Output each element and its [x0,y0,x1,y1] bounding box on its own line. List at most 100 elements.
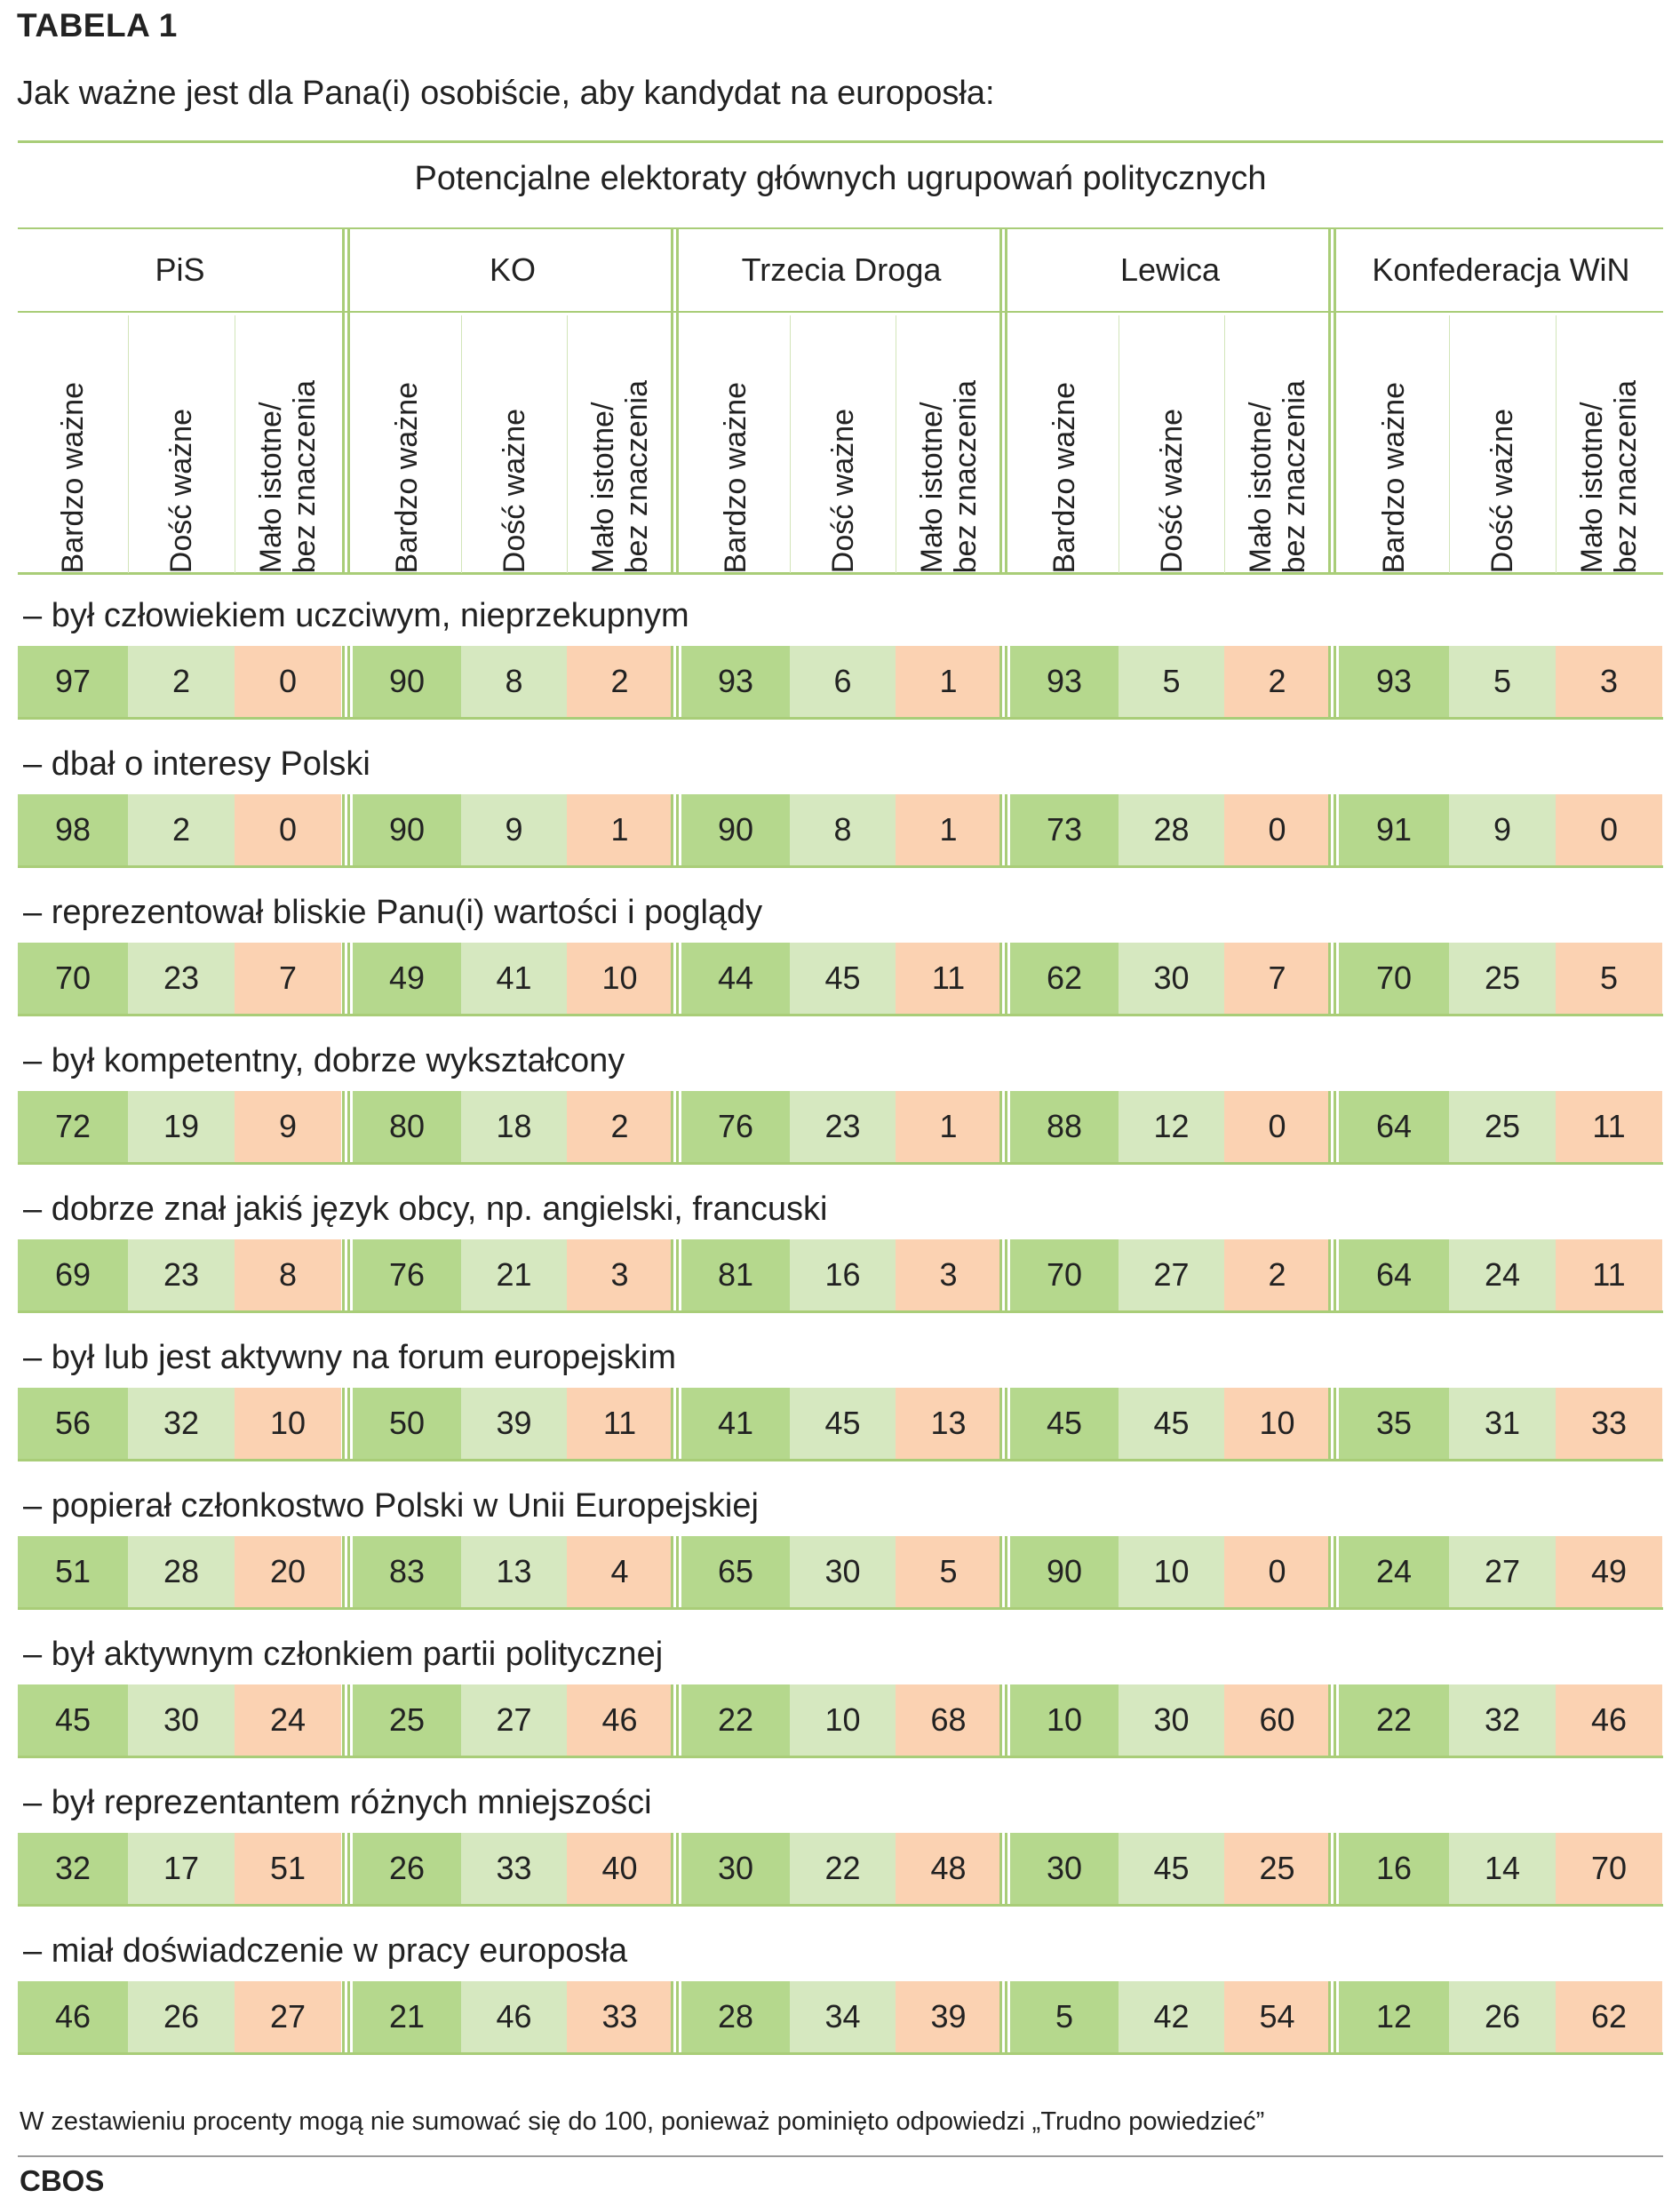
value-cell-trzecia-droga-bardzo-wazne: 44 [681,943,790,1014]
group-separator [347,1833,350,1904]
value-cell-konfederacja-win-dosc-wazne: 32 [1449,1684,1556,1756]
value-cell-ko-bardzo-wazne: 90 [353,646,461,717]
group-separator [1328,1239,1331,1310]
value-cell-pis-dosc-wazne: 2 [128,646,235,717]
subcolumn-divider [1556,315,1557,573]
group-separator [1334,1684,1336,1756]
value-cell-ko-bardzo-wazne: 90 [353,794,461,865]
column-header-label: Dość ważne [164,408,198,573]
value-cell-pis-malo-istotne: 7 [235,943,341,1014]
value-cell-ko-malo-istotne: 11 [567,1388,673,1459]
row-label: – miał doświadczenie w pracy europosła [23,1932,628,1970]
group-separator [671,1388,673,1459]
value-cell-konfederacja-win-dosc-wazne: 26 [1449,1981,1556,2052]
value-cell-trzecia-droga-bardzo-wazne: 41 [681,1388,790,1459]
group-separator [671,1239,673,1310]
value-cell-pis-bardzo-wazne: 98 [18,794,128,865]
row-rule [18,1310,1663,1313]
value-cell-lewica-bardzo-wazne: 62 [1010,943,1119,1014]
group-separator [999,229,1002,574]
group-separator [1334,1388,1336,1459]
value-cell-trzecia-droga-malo-istotne: 5 [896,1536,1001,1607]
group-separator [1005,1536,1007,1607]
value-cell-ko-dosc-wazne: 18 [461,1091,567,1162]
value-cell-pis-dosc-wazne: 23 [128,943,235,1014]
group-separator [676,943,679,1014]
value-cell-lewica-dosc-wazne: 27 [1119,1239,1224,1310]
column-header-label: Dość ważne [825,408,860,573]
group-separator [1328,1388,1331,1459]
value-cell-lewica-bardzo-wazne: 5 [1010,1981,1119,2052]
value-cell-konfederacja-win-dosc-wazne: 24 [1449,1239,1556,1310]
group-separator [999,1833,1002,1904]
value-cell-lewica-dosc-wazne: 30 [1119,943,1224,1014]
group-separator [342,1536,345,1607]
value-cell-trzecia-droga-bardzo-wazne: 93 [681,646,790,717]
party-header-pis: PiS [155,251,205,288]
value-cell-pis-dosc-wazne: 17 [128,1833,235,1904]
value-cell-pis-bardzo-wazne: 45 [18,1684,128,1756]
value-cell-lewica-dosc-wazne: 28 [1119,794,1224,865]
group-separator [671,1091,673,1162]
value-cell-trzecia-droga-bardzo-wazne: 90 [681,794,790,865]
group-separator [342,943,345,1014]
party-header-konfederacja-win: Konfederacja WiN [1372,251,1630,288]
value-cell-pis-bardzo-wazne: 32 [18,1833,128,1904]
column-header-konfederacja-win-bardzo-wazne: Bardzo ważne [1339,315,1449,573]
value-cell-ko-bardzo-wazne: 80 [353,1091,461,1162]
value-cell-lewica-bardzo-wazne: 93 [1010,646,1119,717]
value-cell-trzecia-droga-bardzo-wazne: 65 [681,1536,790,1607]
value-cell-pis-bardzo-wazne: 69 [18,1239,128,1310]
value-cell-lewica-dosc-wazne: 30 [1119,1684,1224,1756]
row-label: – reprezentował bliskie Panu(i) wartości… [23,894,763,931]
top-rule [18,140,1663,143]
value-cell-ko-dosc-wazne: 27 [461,1684,567,1756]
group-separator [999,1091,1002,1162]
value-cell-trzecia-droga-dosc-wazne: 34 [790,1981,896,2052]
value-cell-ko-malo-istotne: 33 [567,1981,673,2052]
value-cell-trzecia-droga-dosc-wazne: 22 [790,1833,896,1904]
value-cell-pis-malo-istotne: 27 [235,1981,341,2052]
group-separator [1328,229,1331,574]
value-cell-lewica-dosc-wazne: 12 [1119,1091,1224,1162]
group-separator [676,794,679,865]
value-cell-konfederacja-win-malo-istotne: 49 [1556,1536,1662,1607]
subcolumn-divider [1224,315,1225,573]
column-header-label: Bardzo ważne [719,381,752,573]
group-separator [671,646,673,717]
group-separator [1005,1388,1007,1459]
column-header-rule [18,572,1663,575]
value-cell-konfederacja-win-bardzo-wazne: 35 [1339,1388,1449,1459]
value-cell-konfederacja-win-malo-istotne: 5 [1556,943,1662,1014]
value-cell-ko-malo-istotne: 46 [567,1684,673,1756]
column-header-lewica-malo-istotne: Mało istotne/ bez znaczenia [1224,315,1330,573]
group-separator [676,1091,679,1162]
value-cell-konfederacja-win-malo-istotne: 46 [1556,1684,1662,1756]
column-header-konfederacja-win-dosc-wazne: Dość ważne [1449,315,1556,573]
row-label: – był kompetentny, dobrze wykształcony [23,1042,625,1079]
value-cell-trzecia-droga-dosc-wazne: 45 [790,1388,896,1459]
value-cell-konfederacja-win-dosc-wazne: 5 [1449,646,1556,717]
value-cell-ko-malo-istotne: 1 [567,794,673,865]
value-cell-ko-bardzo-wazne: 21 [353,1981,461,2052]
group-separator [1328,1981,1331,2052]
value-cell-lewica-malo-istotne: 2 [1224,646,1330,717]
value-cell-lewica-malo-istotne: 10 [1224,1388,1330,1459]
value-cell-konfederacja-win-bardzo-wazne: 70 [1339,943,1449,1014]
subcolumn-divider [1449,315,1450,573]
column-header-label: Mało istotne/ bez znaczenia [1575,379,1643,573]
column-header-ko-dosc-wazne: Dość ważne [461,315,567,573]
group-separator [999,646,1002,717]
value-cell-ko-bardzo-wazne: 26 [353,1833,461,1904]
group-separator [347,1091,350,1162]
column-header-label: Mało istotne/ bez znaczenia [585,379,654,573]
value-cell-ko-dosc-wazne: 9 [461,794,567,865]
value-cell-lewica-bardzo-wazne: 30 [1010,1833,1119,1904]
value-cell-konfederacja-win-bardzo-wazne: 64 [1339,1239,1449,1310]
group-separator [676,1833,679,1904]
value-cell-pis-malo-istotne: 24 [235,1684,341,1756]
subcolumn-divider [461,315,462,573]
value-cell-ko-malo-istotne: 3 [567,1239,673,1310]
row-label: – dbał o interesy Polski [23,745,370,783]
